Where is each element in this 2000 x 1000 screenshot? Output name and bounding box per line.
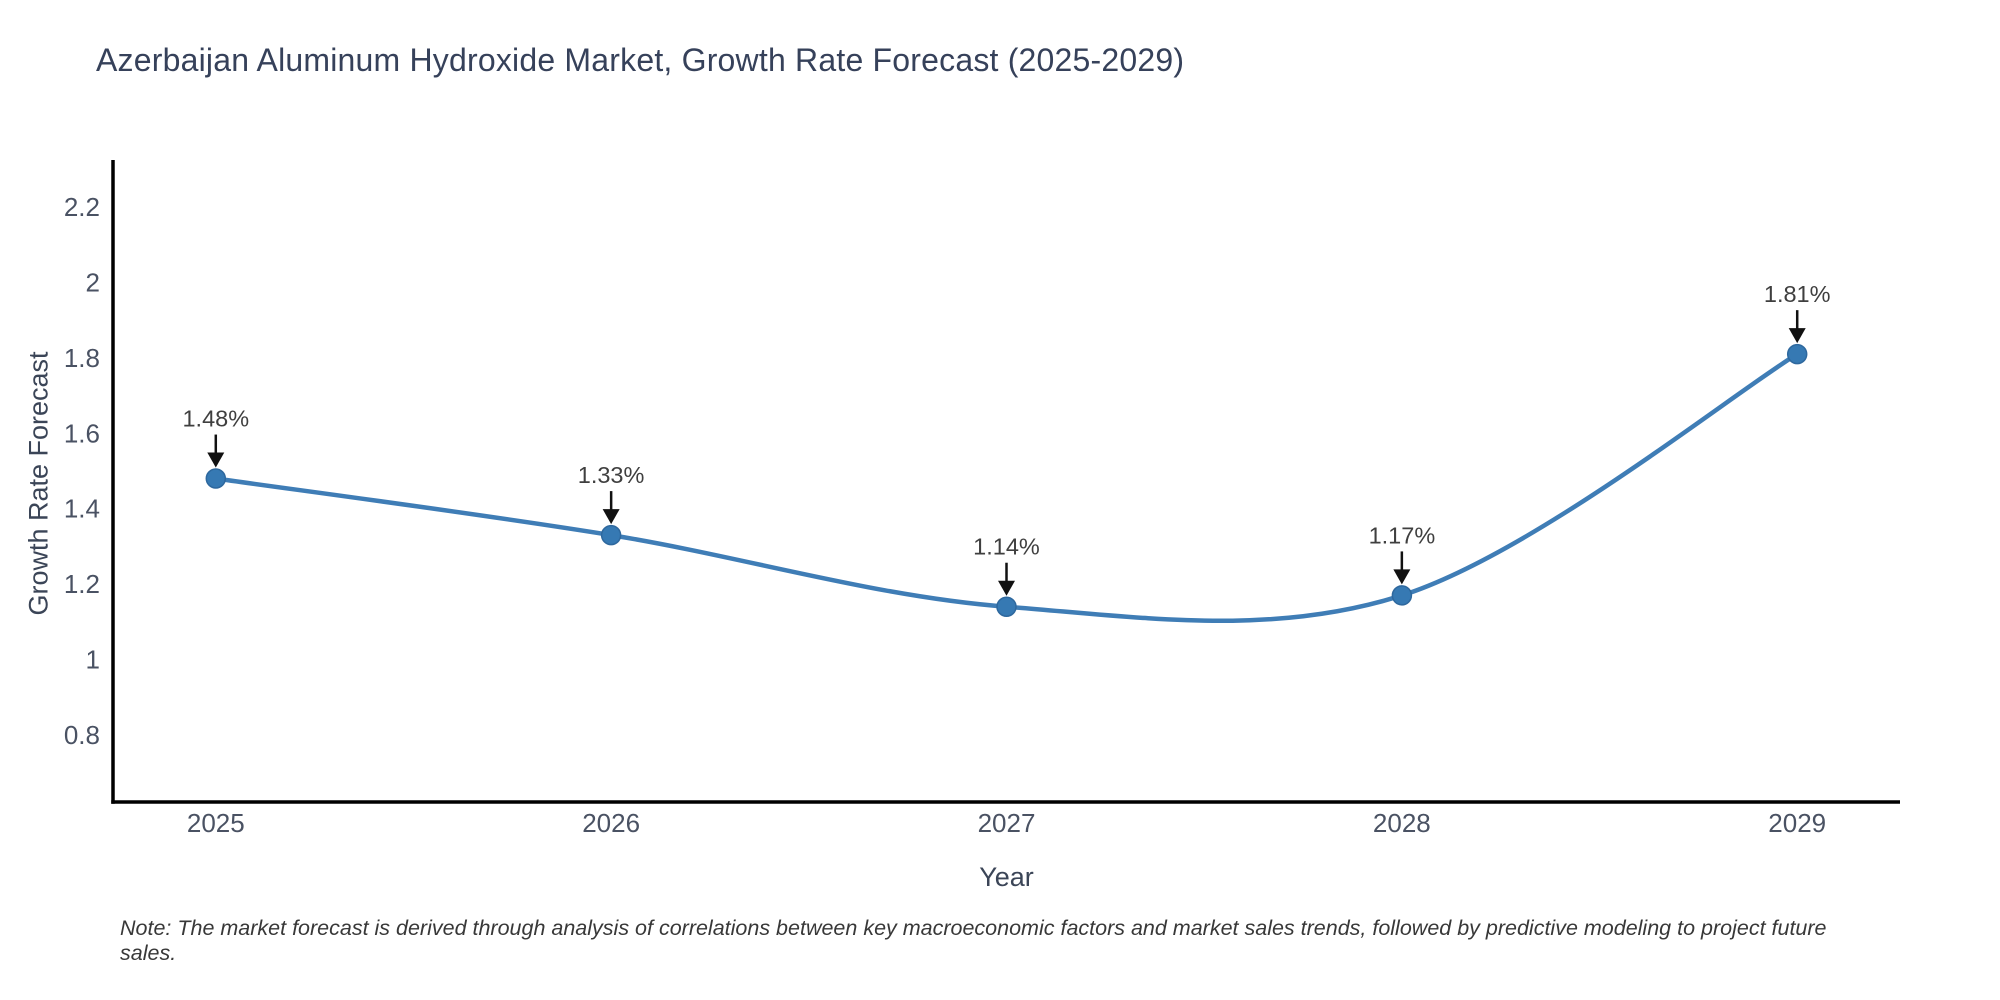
y-tick-label: 1.2	[64, 569, 100, 599]
y-tick-label: 1.6	[64, 418, 100, 448]
x-tick-label: 2026	[582, 808, 640, 838]
chart-title: Azerbaijan Aluminum Hydroxide Market, Gr…	[96, 42, 1185, 78]
point-annotation: 1.14%	[973, 534, 1040, 596]
annotation-layer: 1.48% 1.33% 1.14% 1.17% 1.81%	[182, 281, 1831, 596]
y-tick-label: 1.8	[64, 343, 100, 373]
annotation-arrowhead-icon	[1788, 328, 1806, 344]
point-annotation-label: 1.17%	[1369, 522, 1436, 548]
point-annotation: 1.48%	[182, 406, 249, 468]
x-tick-label: 2025	[187, 808, 245, 838]
data-point-marker	[1786, 343, 1808, 365]
point-annotation: 1.33%	[578, 462, 645, 525]
point-annotation: 1.81%	[1764, 281, 1831, 344]
point-annotation-label: 1.14%	[973, 534, 1040, 560]
y-tick-label: 1.4	[64, 494, 100, 524]
x-axis-title: Year	[979, 862, 1034, 892]
data-point-marker	[1391, 585, 1413, 606]
point-annotation: 1.17%	[1369, 522, 1436, 585]
data-point-marker	[600, 524, 622, 546]
x-tick-label: 2029	[1768, 808, 1826, 838]
point-annotation-label: 1.33%	[578, 462, 645, 488]
footnote: Note: The market forecast is derived thr…	[120, 916, 1827, 965]
x-tick-label: 2028	[1373, 808, 1431, 838]
y-axis-title: Growth Rate Forecast	[23, 351, 54, 616]
series-layer	[205, 343, 1808, 623]
annotation-arrowhead-icon	[602, 509, 620, 525]
point-annotation-label: 1.48%	[182, 406, 249, 432]
point-annotation-label: 1.81%	[1764, 281, 1831, 307]
annotation-arrowhead-icon	[207, 452, 225, 468]
data-point-marker	[205, 468, 227, 489]
y-tick-label: 2	[86, 268, 100, 298]
y-tick-label: 2.2	[64, 192, 100, 222]
y-tick-label: 0.8	[64, 720, 100, 750]
annotation-arrowhead-icon	[998, 580, 1015, 596]
y-tick-label: 1	[86, 645, 100, 675]
tick-layer: 0.8 1 1.2 1.4 1.6 1.8 2 2.2 2025 2026 2027 2028 2029	[64, 192, 1826, 838]
x-tick-label: 2027	[978, 808, 1036, 838]
annotation-arrowhead-icon	[1393, 569, 1411, 585]
data-point-marker	[996, 596, 1017, 617]
